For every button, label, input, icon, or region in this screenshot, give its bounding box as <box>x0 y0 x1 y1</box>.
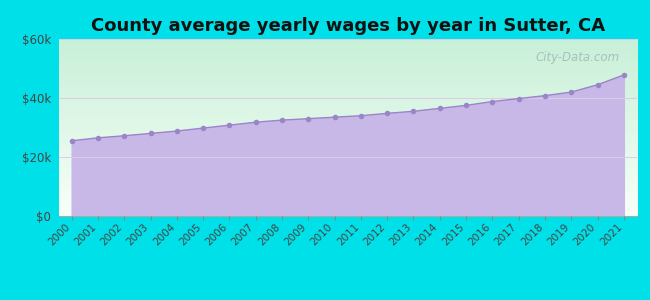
Point <box>66 138 77 143</box>
Point <box>250 120 261 124</box>
Point <box>488 99 498 104</box>
Point <box>172 129 182 134</box>
Point <box>514 96 524 101</box>
Point <box>408 109 419 114</box>
Point <box>198 126 208 130</box>
Point <box>119 134 129 138</box>
Point <box>540 93 550 98</box>
Point <box>356 113 366 118</box>
Point <box>619 73 629 77</box>
Point <box>146 131 156 136</box>
Point <box>435 106 445 111</box>
Point <box>461 103 471 108</box>
Point <box>93 135 103 140</box>
Point <box>277 118 287 122</box>
Title: County average yearly wages by year in Sutter, CA: County average yearly wages by year in S… <box>91 17 604 35</box>
Point <box>566 90 577 94</box>
Point <box>592 82 603 87</box>
Point <box>303 116 313 121</box>
Text: City-Data.com: City-Data.com <box>536 51 619 64</box>
Point <box>224 123 235 128</box>
Point <box>382 111 393 116</box>
Point <box>330 115 340 120</box>
